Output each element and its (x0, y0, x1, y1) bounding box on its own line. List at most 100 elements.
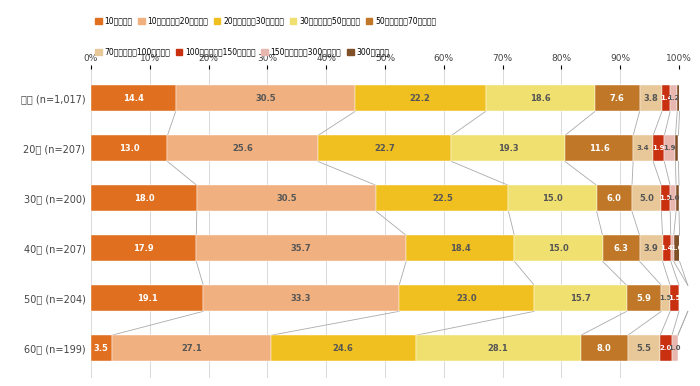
Text: 6.3: 6.3 (614, 244, 629, 253)
Text: 7.6: 7.6 (610, 94, 624, 103)
Bar (662, 185, 670, 212)
Bar (376, 185, 508, 212)
Text: 13.0: 13.0 (119, 144, 139, 153)
Bar (416, 335, 581, 361)
Bar (670, 85, 677, 112)
Bar (203, 285, 399, 312)
Bar (660, 335, 672, 361)
Bar (581, 335, 628, 361)
Text: 25.6: 25.6 (232, 144, 253, 153)
Text: 18.0: 18.0 (134, 194, 154, 203)
Bar (662, 85, 670, 112)
Bar (318, 135, 452, 161)
Bar (91, 335, 111, 361)
Text: 1.9: 1.9 (664, 146, 676, 151)
Bar (565, 135, 633, 161)
Bar (664, 135, 676, 161)
Text: 15.0: 15.0 (542, 194, 563, 203)
Bar (399, 285, 534, 312)
Text: 18.4: 18.4 (450, 244, 470, 253)
Text: 5.5: 5.5 (636, 344, 652, 353)
Bar (406, 235, 514, 261)
Text: 3.5: 3.5 (94, 344, 108, 353)
Text: 5.9: 5.9 (636, 294, 652, 303)
Text: 1.0: 1.0 (671, 245, 683, 251)
Text: 24.6: 24.6 (332, 344, 354, 353)
Bar (676, 185, 679, 212)
Text: 6.0: 6.0 (607, 194, 622, 203)
Bar (91, 85, 176, 112)
Bar (91, 235, 196, 261)
Bar (176, 85, 355, 112)
Bar (596, 185, 632, 212)
Bar (676, 135, 678, 161)
Text: 5.0: 5.0 (639, 194, 654, 203)
Text: 1.5: 1.5 (659, 195, 672, 201)
Bar (670, 185, 676, 212)
Text: 28.1: 28.1 (488, 344, 509, 353)
Bar (197, 185, 376, 212)
Text: 3.8: 3.8 (643, 94, 658, 103)
Bar (653, 135, 664, 161)
Bar (595, 85, 640, 112)
Text: 30.5: 30.5 (276, 194, 297, 203)
Bar (672, 335, 678, 361)
Bar (486, 85, 595, 112)
Bar (632, 185, 662, 212)
Bar (452, 135, 565, 161)
Bar (196, 235, 406, 261)
Bar (626, 285, 662, 312)
Text: 30.5: 30.5 (255, 94, 276, 103)
Legend: 70万円以上、100万円未満, 100万円以上、150万円未満, 150万円以上、300万円未満, 300万円以上: 70万円以上、100万円未満, 100万円以上、150万円未満, 150万円以上… (94, 47, 389, 56)
Bar (677, 85, 680, 112)
Text: 14.4: 14.4 (123, 94, 144, 103)
Bar (167, 135, 318, 161)
Text: 35.7: 35.7 (291, 244, 312, 253)
Text: 17.9: 17.9 (133, 244, 154, 253)
Text: 15.0: 15.0 (548, 244, 569, 253)
Bar (662, 285, 670, 312)
Text: 1.2: 1.2 (668, 95, 680, 102)
Text: 22.5: 22.5 (432, 194, 453, 203)
Text: 1.5: 1.5 (668, 295, 681, 301)
Text: 15.7: 15.7 (570, 294, 591, 303)
Bar (534, 285, 626, 312)
Text: 8.0: 8.0 (597, 344, 612, 353)
Text: 3.9: 3.9 (644, 244, 659, 253)
Bar (670, 285, 679, 312)
Text: 33.3: 33.3 (291, 294, 312, 303)
Text: 22.7: 22.7 (374, 144, 395, 153)
Text: 19.3: 19.3 (498, 144, 519, 153)
Bar (91, 185, 197, 212)
Bar (662, 235, 671, 261)
Bar (633, 135, 653, 161)
Bar (640, 85, 662, 112)
Bar (640, 235, 662, 261)
Text: 1.4: 1.4 (660, 245, 673, 251)
Text: 1.9: 1.9 (652, 146, 665, 151)
Text: 1.4: 1.4 (660, 95, 673, 102)
Text: 22.2: 22.2 (410, 94, 430, 103)
Text: 11.6: 11.6 (589, 144, 610, 153)
Bar (355, 85, 486, 112)
Bar (271, 335, 416, 361)
Bar (673, 235, 680, 261)
Bar (671, 235, 673, 261)
Bar (91, 135, 167, 161)
Bar (514, 235, 603, 261)
Text: 18.6: 18.6 (530, 94, 551, 103)
Bar (91, 285, 203, 312)
Text: 27.1: 27.1 (181, 344, 202, 353)
Bar (508, 185, 596, 212)
Text: 1.0: 1.0 (668, 345, 681, 351)
Text: 19.1: 19.1 (136, 294, 158, 303)
Bar (603, 235, 640, 261)
Text: 1.5: 1.5 (659, 295, 672, 301)
Bar (111, 335, 271, 361)
Bar (628, 335, 660, 361)
Bar (679, 285, 688, 312)
Text: 1.0: 1.0 (667, 195, 680, 201)
Text: 2.0: 2.0 (660, 345, 672, 351)
Text: 3.4: 3.4 (637, 146, 650, 151)
Text: 23.0: 23.0 (456, 294, 477, 303)
